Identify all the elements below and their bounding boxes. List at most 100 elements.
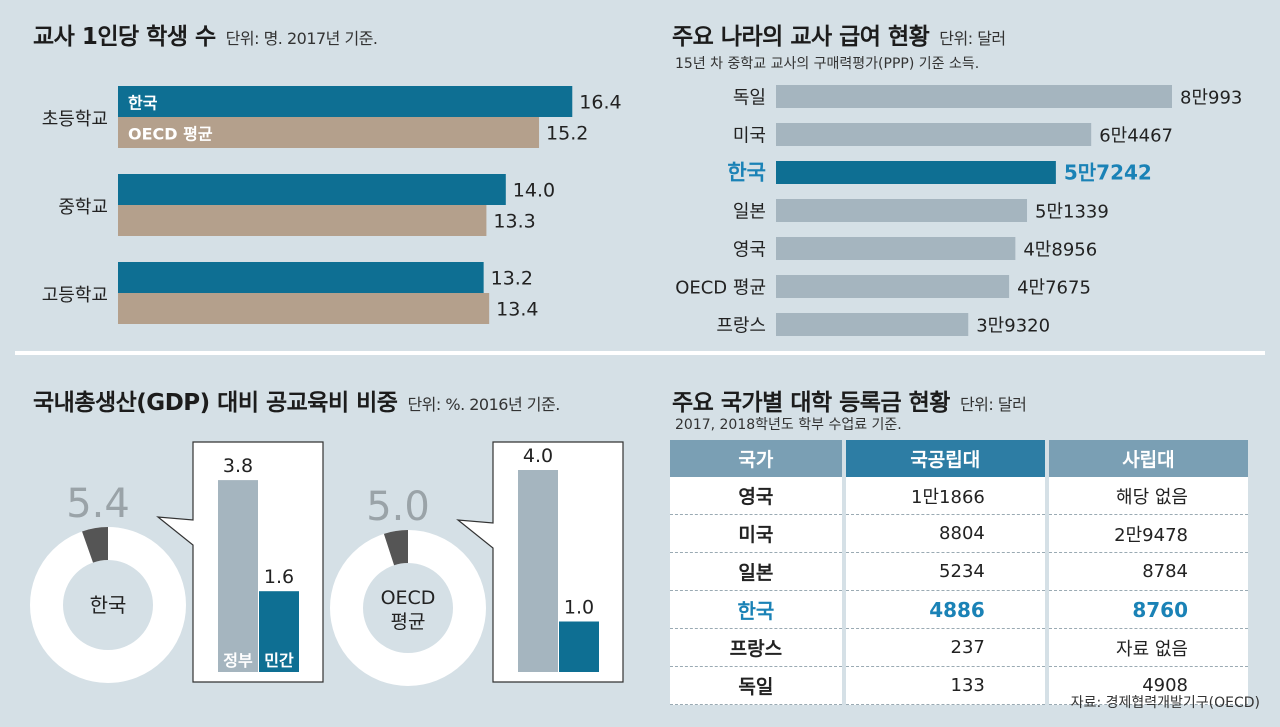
total-value: 5.0 [366, 484, 430, 530]
table-cell: 8760 [1044, 590, 1248, 629]
bar-country [776, 237, 1016, 260]
students-unit: 단위: 명. 2017년 기준. [225, 29, 378, 48]
table-cell: 프랑스 [670, 628, 844, 667]
country-label: 일본 [733, 202, 766, 223]
table-cell: 8784 [1044, 552, 1248, 591]
table-header: 국공립대 [841, 440, 1047, 477]
table-cell: 영국 [670, 477, 844, 515]
table-cell: 237 [841, 628, 1047, 667]
legend-oecd: OECD 평균 [128, 125, 213, 144]
value-label: 3.8 [223, 455, 253, 477]
bar-korea [118, 262, 484, 293]
bar-gov [218, 480, 258, 672]
value-label: 1.0 [564, 597, 594, 619]
value-label: 4만8956 [1023, 240, 1097, 261]
bar-korea [776, 161, 1056, 184]
table-header: 사립대 [1044, 440, 1248, 477]
gdp-unit: 단위: %. 2016년 기준. [407, 395, 560, 414]
table-cell: 한국 [670, 590, 844, 629]
source-note: 자료: 경제협력개발기구(OECD) [1070, 695, 1260, 711]
value-label: 13.2 [491, 268, 533, 290]
bar-korea [118, 174, 506, 205]
bar-oecd [118, 293, 490, 324]
country-label: 미국 [733, 126, 766, 147]
value-label: 1.6 [264, 566, 294, 588]
table-cell: 5234 [841, 552, 1047, 591]
gov-label: 정부 [223, 651, 253, 670]
value-label: 5만1339 [1035, 202, 1109, 223]
value-label: 16.4 [579, 92, 621, 114]
table-row: 미국 8804 2만9478 [670, 514, 1248, 553]
country-label: 영국 [733, 240, 766, 261]
table-cell: 일본 [670, 552, 844, 591]
value-label: 13.4 [496, 299, 538, 321]
salary-subtitle: 15년 차 중학교 교사의 구매력평가(PPP) 기준 소득. [675, 56, 980, 72]
bar-country [776, 275, 1010, 298]
table-row: 영국 1만1866 해당 없음 [670, 477, 1248, 515]
salary-title-text: 주요 나라의 교사 급여 현황 [672, 24, 930, 50]
bar-country [776, 199, 1028, 222]
salary-unit: 단위: 달러 [939, 29, 1006, 48]
table-row: 한국 4886 8760 [670, 590, 1248, 629]
category-label: 고등학교 [42, 285, 108, 306]
table-header: 국가 [670, 440, 844, 477]
value-label: 3만9320 [976, 316, 1050, 337]
table-row: 프랑스 237 자료 없음 [670, 628, 1248, 667]
salary-title: 주요 나라의 교사 급여 현황 단위: 달러 [672, 17, 1006, 51]
bar-country [776, 123, 1092, 146]
category-label: 중학교 [58, 197, 108, 218]
students-title: 교사 1인당 학생 수 단위: 명. 2017년 기준. [33, 17, 378, 51]
table-cell: 미국 [670, 514, 844, 553]
table-cell: 독일 [670, 666, 844, 705]
gdp-title: 국내총생산(GDP) 대비 공교육비 비중 단위: %. 2016년 기준. [33, 383, 560, 417]
country-label: OECD 평균 [675, 278, 766, 299]
value-label: 15.2 [546, 123, 588, 145]
section-divider [15, 351, 1265, 355]
bar-private [259, 591, 299, 672]
value-label: 13.3 [493, 211, 535, 233]
country-label: 한국 [727, 161, 766, 185]
value-label: 8만993 [1180, 88, 1242, 109]
tuition-title-text: 주요 국가별 대학 등록금 현황 [672, 390, 950, 416]
bar-country [776, 85, 1172, 108]
value-label: 5만7242 [1064, 161, 1152, 185]
bar-gov [518, 470, 558, 672]
table-row: 독일 133 4908 [670, 666, 1248, 705]
bar-oecd [118, 205, 487, 236]
bar-private [559, 621, 599, 672]
donut-label: 한국 [90, 593, 127, 617]
value-label: 6만4467 [1099, 126, 1173, 147]
legend-korea: 한국 [128, 94, 158, 113]
donut-slice [383, 530, 408, 566]
bar-korea [118, 86, 573, 117]
value-label: 14.0 [513, 180, 555, 202]
bar-oecd [118, 117, 540, 148]
tuition-unit: 단위: 달러 [959, 395, 1027, 414]
students-title-text: 교사 1인당 학생 수 [33, 24, 216, 50]
private-label: 민간 [264, 651, 294, 670]
table-cell: 해당 없음 [1044, 477, 1248, 515]
gdp-title-text: 국내총생산(GDP) 대비 공교육비 비중 [33, 390, 398, 416]
tuition-table: 국가 국공립대 사립대 영국 1만1866 해당 없음 미국 8804 2만9478 일본 523… [670, 440, 1248, 705]
table-row: 일본 5234 8784 [670, 552, 1248, 591]
value-label: 4만7675 [1017, 278, 1091, 299]
table-cell: 4908 [1044, 666, 1248, 705]
category-label: 초등학교 [42, 109, 108, 130]
table-cell: 4886 [841, 590, 1047, 629]
bar-country [776, 313, 969, 336]
country-label: 독일 [733, 88, 766, 109]
table-cell: 자료 없음 [1044, 628, 1248, 667]
value-label: 4.0 [523, 445, 553, 467]
table-cell: 2만9478 [1044, 514, 1248, 553]
donut-label: OECD [381, 587, 436, 609]
donut-slice [82, 527, 108, 563]
tuition-subtitle: 2017, 2018학년도 학부 수업료 기준. [675, 417, 902, 433]
total-value: 5.4 [66, 481, 130, 527]
donut-label: 평균 [391, 611, 426, 633]
table-cell: 8804 [841, 514, 1047, 553]
tuition-title: 주요 국가별 대학 등록금 현황 단위: 달러 [672, 383, 1027, 417]
table-cell: 133 [841, 666, 1047, 705]
table-cell: 1만1866 [841, 477, 1047, 515]
